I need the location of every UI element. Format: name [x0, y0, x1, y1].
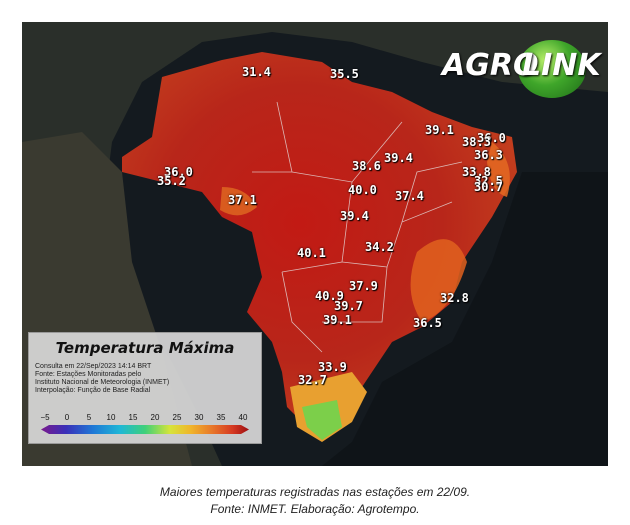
logo-globe-icon [518, 40, 586, 98]
orange-patch-east [410, 239, 467, 322]
temperature-reading: 36.3 [474, 148, 503, 162]
temperature-reading: 36.0 [164, 165, 193, 179]
legend-tick: 40 [238, 413, 248, 422]
legend-meta-line: Consulta em 22/Sep/2023 14:14 BRT [35, 363, 152, 370]
south-cold-region [302, 400, 342, 440]
temperature-reading: 32.7 [298, 373, 327, 387]
legend-panel: Temperatura Máxima Consulta em 22/Sep/20… [28, 332, 262, 444]
state-borders [252, 101, 463, 353]
ocean [322, 172, 608, 466]
orange-patch-northeast [487, 142, 510, 197]
temperature-reading: 31.4 [242, 65, 271, 79]
legend-title: Temperatura Máxima [55, 339, 235, 357]
legend-tick: 20 [150, 413, 160, 422]
temperature-reading: 30.7 [474, 180, 503, 194]
temperature-reading: 39.1 [425, 123, 454, 137]
temperature-reading: 37.4 [395, 189, 424, 203]
caption-line: Maiores temperaturas registradas nas est… [159, 485, 471, 499]
temperature-reading: 40.9 [315, 289, 344, 303]
legend-meta-line: Instituto Nacional de Meteorologia (INME… [35, 379, 170, 386]
orange-patch-west [220, 187, 257, 216]
temperature-reading: 37.1 [228, 193, 257, 207]
logo-text-agro: AGRO [442, 48, 539, 83]
legend-meta-line: Fonte: Estações Monitoradas pelo [35, 371, 142, 378]
temperature-reading: 39.4 [384, 151, 413, 165]
temperature-reading: 33.9 [318, 360, 347, 374]
brazil-region [122, 52, 517, 432]
legend-tick: 5 [86, 413, 92, 422]
legend-tick: 15 [128, 413, 138, 422]
legend-tick: 30 [194, 413, 204, 422]
legend-tick: 25 [172, 413, 182, 422]
temperature-reading: 33.8 [462, 165, 491, 179]
legend-tick: 0 [64, 413, 70, 422]
temperature-reading: 35.2 [157, 174, 186, 188]
figure-caption: Maiores temperaturas registradas nas est… [0, 484, 630, 518]
temperature-reading: 38.3 [462, 135, 491, 149]
agrolink-logo: AGRO LINK [442, 40, 608, 100]
temperature-reading: 32.8 [440, 291, 469, 305]
temperature-reading: 34.2 [365, 240, 394, 254]
temperature-reading: 38.6 [352, 159, 381, 173]
color-scale-bar [41, 425, 249, 434]
legend-tick: 10 [106, 413, 116, 422]
legend-tick: 35 [216, 413, 226, 422]
temperature-reading: 36.0 [477, 131, 506, 145]
temperature-reading: 37.9 [349, 279, 378, 293]
temperature-reading: 32.5 [474, 174, 503, 188]
temperature-reading: 36.5 [413, 316, 442, 330]
caption-line: Fonte: INMET. Elaboração: Agrotempo. [210, 502, 420, 516]
temperature-reading: 39.7 [334, 299, 363, 313]
temperature-reading: 39.1 [323, 313, 352, 327]
temperature-reading: 35.5 [330, 67, 359, 81]
temperature-reading: 40.0 [348, 183, 377, 197]
legend-meta-line: Interpolação: Função de Base Radial [35, 387, 151, 394]
legend-tick: −5 [40, 413, 50, 422]
temperature-reading: 40.1 [297, 246, 326, 260]
logo-text-link: LINK [522, 48, 601, 83]
temperature-reading: 39.4 [340, 209, 369, 223]
temperature-map: AGRO LINK 31.4 35.5 39.1 36.0 38.3 36.3 … [22, 22, 608, 466]
